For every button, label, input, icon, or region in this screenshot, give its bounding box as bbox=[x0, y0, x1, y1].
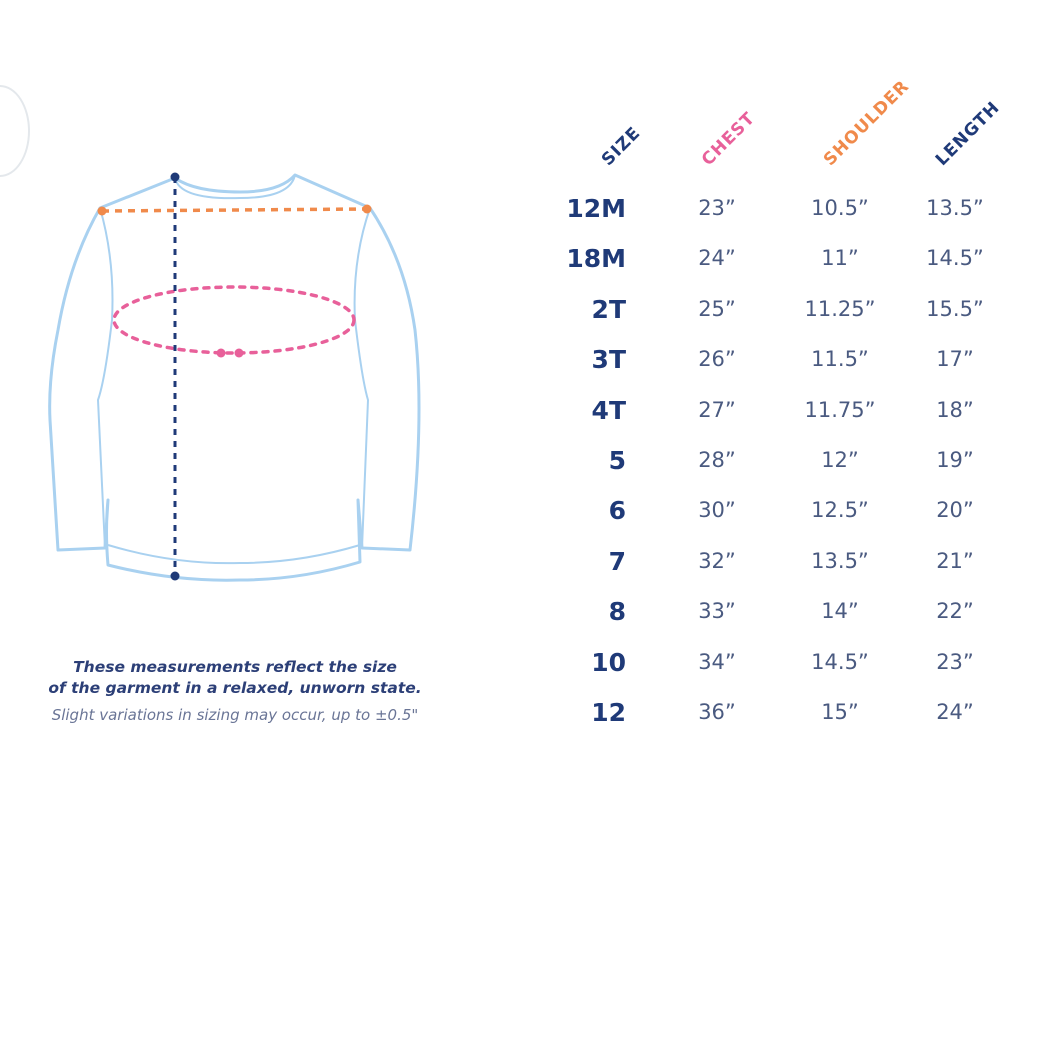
shoulder-cell: 10.5” bbox=[811, 196, 869, 220]
size-cell: 7 bbox=[608, 546, 626, 576]
shirt-diagram bbox=[48, 172, 421, 582]
shoulder-point-left bbox=[97, 206, 107, 216]
size-cell: 5 bbox=[608, 446, 626, 475]
size-cell: 2T bbox=[591, 294, 626, 324]
length-cell: 19” bbox=[936, 448, 974, 472]
shirt-sleeve-seam-left bbox=[97, 207, 114, 549]
table-row: 10 34” 14.5” 23” bbox=[540, 642, 1020, 682]
size-cell: 12M bbox=[566, 194, 626, 223]
length-cell: 20” bbox=[936, 498, 974, 523]
header-length: LENGTH bbox=[931, 97, 1005, 170]
size-cell: 4T bbox=[591, 395, 626, 425]
shoulder-cell: 15” bbox=[821, 700, 859, 724]
chest-cell: 26” bbox=[698, 347, 736, 372]
length-cell: 24” bbox=[936, 700, 974, 724]
header-shoulder: SHOULDER bbox=[819, 76, 914, 170]
table-row: 7 32” 13.5” 21” bbox=[540, 541, 1020, 581]
length-cell: 21” bbox=[936, 548, 974, 573]
size-cell: 10 bbox=[591, 647, 626, 677]
chest-point bbox=[234, 348, 244, 358]
chest-cell: 30” bbox=[698, 498, 736, 523]
shoulder-cell: 12.5” bbox=[811, 498, 869, 523]
note-relaxed-state: These measurements reflect the size of t… bbox=[0, 657, 470, 699]
header-chest: CHEST bbox=[697, 108, 760, 170]
shoulder-cell: 13.5” bbox=[811, 548, 869, 573]
shoulder-cell: 12” bbox=[821, 448, 859, 472]
length-cell: 22” bbox=[936, 599, 974, 624]
note-line-1: These measurements reflect the size bbox=[73, 658, 397, 676]
shoulder-cell: 11” bbox=[821, 246, 859, 271]
table-row: 2T 25” 11.25” 15.5” bbox=[540, 289, 1020, 329]
chest-measure-ellipse bbox=[112, 285, 356, 355]
size-cell: 3T bbox=[591, 345, 626, 375]
chest-cell: 24” bbox=[698, 246, 736, 271]
length-cell: 13.5” bbox=[926, 196, 984, 220]
shirt-hem bbox=[107, 544, 361, 565]
shoulder-point-right bbox=[362, 204, 372, 214]
chest-cell: 25” bbox=[698, 296, 736, 321]
shoulder-cell: 11.5” bbox=[811, 347, 869, 372]
chest-cell: 32” bbox=[698, 548, 736, 573]
length-cell: 14.5” bbox=[926, 246, 984, 271]
table-row: 12 36” 15” 24” bbox=[540, 692, 1020, 732]
length-cell: 18” bbox=[936, 397, 974, 422]
length-point-bottom bbox=[170, 571, 180, 581]
shoulder-cell: 11.25” bbox=[804, 296, 876, 321]
shoulder-cell: 14.5” bbox=[811, 649, 869, 674]
shirt-sleeve-seam-right bbox=[353, 207, 371, 549]
shoulder-cell: 14” bbox=[821, 599, 859, 624]
note-variation: Slight variations in sizing may occur, u… bbox=[51, 706, 419, 724]
length-point-top bbox=[170, 172, 180, 182]
size-cell: 6 bbox=[608, 496, 626, 526]
table-row: 6 30” 12.5” 20” bbox=[540, 490, 1020, 530]
shirt-collar bbox=[174, 174, 296, 200]
chest-cell: 36” bbox=[698, 700, 736, 724]
size-cell: 12 bbox=[591, 698, 626, 727]
size-cell: 18M bbox=[566, 244, 626, 274]
table-row: 3T 26” 11.5” 17” bbox=[540, 339, 1020, 379]
length-cell: 15.5” bbox=[926, 296, 984, 321]
note-line-2: of the garment in a relaxed, unworn stat… bbox=[48, 679, 422, 697]
chest-cell: 34” bbox=[698, 649, 736, 674]
table-row: 18M 24” 11” 14.5” bbox=[540, 238, 1020, 278]
size-cell: 8 bbox=[608, 597, 626, 627]
header-size: SIZE bbox=[597, 122, 645, 170]
length-cell: 17” bbox=[936, 347, 974, 372]
chest-cell: 27” bbox=[698, 397, 736, 422]
table-row: 5 28” 12” 19” bbox=[540, 440, 1020, 480]
table-row: 12M 23” 10.5” 13.5” bbox=[540, 188, 1020, 228]
shoulder-cell: 11.75” bbox=[804, 397, 876, 422]
length-cell: 23” bbox=[936, 649, 974, 674]
table-row: 4T 27” 11.75” 18” bbox=[540, 390, 1020, 430]
chest-point bbox=[216, 348, 226, 358]
shoulder-measure-line bbox=[101, 207, 368, 213]
chest-cell: 23” bbox=[698, 196, 736, 220]
table-row: 8 33” 14” 22” bbox=[540, 591, 1020, 631]
chest-cell: 28” bbox=[698, 448, 736, 472]
chest-cell: 33” bbox=[698, 599, 736, 624]
